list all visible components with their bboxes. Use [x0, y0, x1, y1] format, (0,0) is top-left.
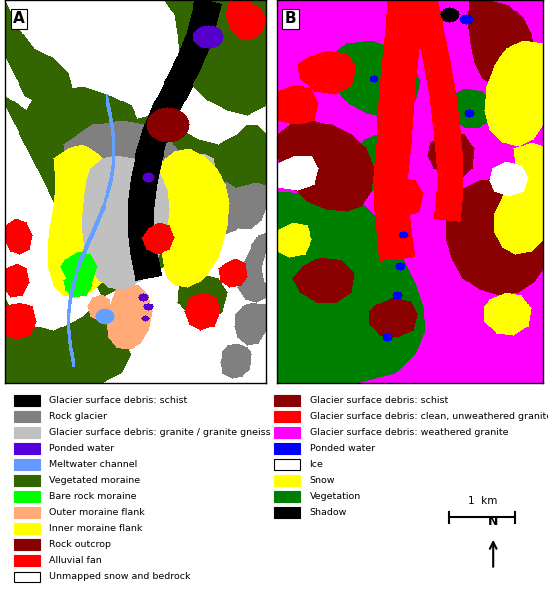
FancyBboxPatch shape: [274, 475, 300, 486]
Text: Meltwater channel: Meltwater channel: [49, 460, 138, 469]
FancyBboxPatch shape: [14, 411, 40, 422]
Text: Glacier surface debris: schist: Glacier surface debris: schist: [310, 395, 448, 404]
FancyBboxPatch shape: [14, 475, 40, 486]
Text: Vegetated moraine: Vegetated moraine: [49, 476, 140, 485]
Text: A: A: [13, 11, 25, 26]
Text: Glacier surface debris: weathered granite: Glacier surface debris: weathered granit…: [310, 428, 508, 437]
Text: Ponded water: Ponded water: [49, 444, 115, 453]
FancyBboxPatch shape: [274, 491, 300, 502]
Text: Bare rock moraine: Bare rock moraine: [49, 492, 137, 501]
FancyBboxPatch shape: [14, 395, 40, 406]
Text: Unmapped snow and bedrock: Unmapped snow and bedrock: [49, 572, 191, 581]
FancyBboxPatch shape: [274, 395, 300, 406]
Text: Glacier surface debris: schist: Glacier surface debris: schist: [49, 395, 187, 404]
FancyBboxPatch shape: [14, 459, 40, 470]
Text: Snow: Snow: [310, 476, 335, 485]
FancyBboxPatch shape: [274, 443, 300, 454]
Text: 1  km: 1 km: [467, 496, 497, 506]
Text: Shadow: Shadow: [310, 508, 347, 517]
Text: Rock outcrop: Rock outcrop: [49, 541, 111, 550]
Text: B: B: [285, 11, 296, 26]
Text: Inner moraine flank: Inner moraine flank: [49, 524, 142, 533]
FancyBboxPatch shape: [14, 572, 40, 583]
FancyBboxPatch shape: [14, 523, 40, 534]
Text: Vegetation: Vegetation: [310, 492, 361, 501]
FancyBboxPatch shape: [14, 491, 40, 502]
FancyBboxPatch shape: [14, 539, 40, 550]
Text: Glacier surface debris: granite / granite gneiss: Glacier surface debris: granite / granit…: [49, 428, 271, 437]
Text: Ponded water: Ponded water: [310, 444, 375, 453]
FancyBboxPatch shape: [14, 443, 40, 454]
FancyBboxPatch shape: [14, 427, 40, 438]
FancyBboxPatch shape: [274, 507, 300, 518]
Text: Outer moraine flank: Outer moraine flank: [49, 508, 145, 517]
Text: Glacier surface debris: clean, unweathered granite: Glacier surface debris: clean, unweather…: [310, 412, 548, 421]
Text: Rock glacier: Rock glacier: [49, 412, 107, 421]
Text: Alluvial fan: Alluvial fan: [49, 556, 102, 565]
FancyBboxPatch shape: [274, 459, 300, 470]
FancyBboxPatch shape: [14, 507, 40, 518]
Text: Ice: Ice: [310, 460, 323, 469]
FancyBboxPatch shape: [14, 556, 40, 566]
Text: N: N: [488, 515, 498, 529]
FancyBboxPatch shape: [274, 427, 300, 438]
FancyBboxPatch shape: [274, 411, 300, 422]
